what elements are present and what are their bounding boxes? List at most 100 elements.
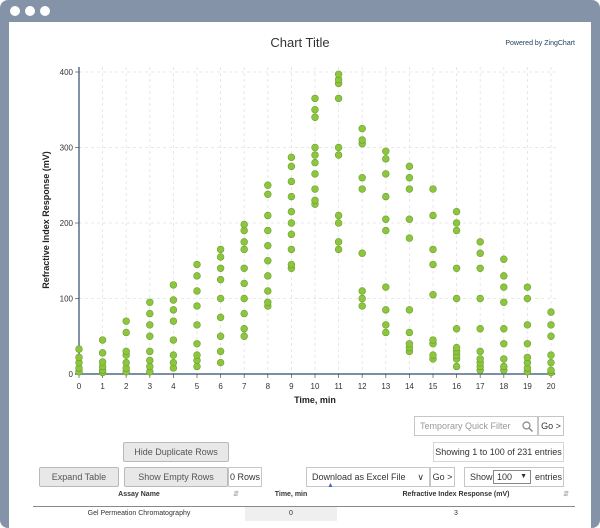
data-point bbox=[405, 234, 414, 242]
quick-filter-go-button[interactable]: Go > bbox=[538, 416, 564, 436]
caret-down-icon: ▼ bbox=[520, 473, 527, 480]
data-point bbox=[405, 174, 414, 182]
data-point bbox=[146, 309, 154, 318]
hide-duplicate-rows-button[interactable]: Hide Duplicate Rows bbox=[123, 442, 229, 462]
data-point bbox=[287, 219, 296, 227]
data-point bbox=[193, 260, 201, 269]
data-point bbox=[382, 226, 390, 235]
data-point bbox=[523, 283, 532, 291]
cell-refractive-index: 3 bbox=[454, 510, 458, 517]
data-point bbox=[452, 325, 461, 333]
show-empty-rows-button[interactable]: Show Empty Rows bbox=[124, 467, 228, 487]
data-point bbox=[405, 162, 414, 171]
column-header-time[interactable]: Time, min ▲ bbox=[245, 482, 337, 502]
data-point bbox=[287, 260, 296, 269]
y-axis-label: Refractive Index Response (mV) bbox=[41, 151, 51, 289]
cell-assay-name: Gel Permeation Chromatography bbox=[87, 510, 191, 517]
data-point bbox=[122, 317, 130, 325]
data-point bbox=[358, 174, 366, 182]
chart-axes: 0 1 2 3 4 5 6 7 8 9 10 11 12 13 14 15 16 17 18 19 2001002003… bbox=[60, 67, 556, 391]
data-point bbox=[358, 302, 366, 310]
data-point bbox=[264, 257, 272, 265]
data-point bbox=[382, 306, 390, 314]
expand-table-button[interactable]: Expand Table bbox=[39, 467, 119, 487]
x-tick-label: 19 bbox=[523, 382, 532, 391]
x-tick-label: 11 bbox=[334, 382, 343, 391]
data-point bbox=[547, 332, 555, 340]
chart-points bbox=[75, 70, 555, 377]
data-point bbox=[382, 155, 390, 163]
data-point bbox=[264, 181, 272, 189]
data-point bbox=[122, 358, 130, 367]
x-tick-label: 4 bbox=[171, 382, 176, 391]
quick-filter-input[interactable]: Temporary Quick Filter bbox=[414, 416, 538, 436]
data-point bbox=[311, 143, 319, 152]
data-point bbox=[311, 113, 319, 122]
data-point bbox=[146, 347, 154, 356]
data-point bbox=[311, 106, 319, 114]
data-point bbox=[287, 153, 296, 162]
data-point bbox=[146, 321, 154, 329]
data-point bbox=[405, 340, 414, 348]
data-point bbox=[452, 226, 461, 235]
data-point bbox=[146, 332, 154, 340]
title-bar bbox=[0, 0, 600, 22]
data-point bbox=[311, 151, 319, 159]
page-size-select[interactable]: 100 ▼ bbox=[493, 470, 531, 484]
data-point bbox=[169, 358, 178, 367]
data-point bbox=[500, 298, 508, 306]
column-header-assay-name[interactable]: Assay Name ⇵ bbox=[33, 488, 245, 502]
data-point bbox=[547, 358, 555, 367]
data-point bbox=[452, 219, 461, 227]
data-point bbox=[452, 294, 461, 303]
data-point bbox=[216, 264, 225, 273]
data-point bbox=[287, 230, 296, 239]
data-point bbox=[334, 151, 343, 159]
data-point bbox=[476, 294, 484, 303]
data-point bbox=[429, 336, 437, 344]
data-point bbox=[240, 245, 248, 254]
data-point bbox=[216, 313, 225, 322]
data-point bbox=[500, 325, 508, 333]
data-point bbox=[358, 287, 366, 295]
x-tick-label: 20 bbox=[547, 382, 556, 391]
data-point bbox=[264, 190, 272, 199]
x-tick-label: 7 bbox=[242, 382, 247, 391]
download-go-button[interactable]: Go > bbox=[430, 467, 455, 487]
column-header-refractive-index[interactable]: Refractive Index Response (mV) ⇵ bbox=[337, 488, 575, 502]
data-point bbox=[429, 351, 437, 359]
window-minimize-dot[interactable] bbox=[25, 6, 35, 16]
data-point bbox=[193, 351, 201, 359]
window-close-dot[interactable] bbox=[10, 6, 20, 16]
table-row[interactable]: Gel Permeation Chromatography 0 3 bbox=[33, 506, 575, 521]
data-point bbox=[334, 211, 343, 220]
powered-by-label[interactable]: Powered by ZingChart bbox=[505, 40, 575, 47]
x-tick-label: 5 bbox=[195, 382, 200, 391]
data-point bbox=[240, 332, 248, 340]
data-point bbox=[311, 158, 319, 167]
y-tick-label: 400 bbox=[60, 68, 74, 77]
data-point bbox=[240, 238, 248, 246]
x-tick-label: 8 bbox=[266, 382, 271, 391]
data-point bbox=[311, 196, 319, 205]
data-point bbox=[169, 306, 178, 314]
window-maximize-dot[interactable] bbox=[40, 6, 50, 16]
data-point bbox=[452, 343, 461, 352]
x-tick-label: 16 bbox=[452, 382, 461, 391]
data-point bbox=[240, 279, 248, 288]
data-point bbox=[382, 170, 390, 178]
data-point bbox=[240, 294, 248, 303]
data-point bbox=[476, 325, 484, 333]
data-point bbox=[216, 347, 225, 356]
data-point bbox=[382, 147, 390, 155]
data-point bbox=[311, 170, 319, 178]
data-point bbox=[264, 287, 272, 295]
download-format-select[interactable]: Download as Excel File ∨ bbox=[306, 467, 430, 487]
data-point bbox=[240, 325, 248, 333]
data-point bbox=[169, 336, 178, 344]
data-point bbox=[476, 264, 484, 273]
data-point bbox=[358, 136, 366, 144]
data-point bbox=[216, 275, 225, 284]
data-point bbox=[311, 94, 319, 103]
data-point bbox=[216, 294, 225, 303]
